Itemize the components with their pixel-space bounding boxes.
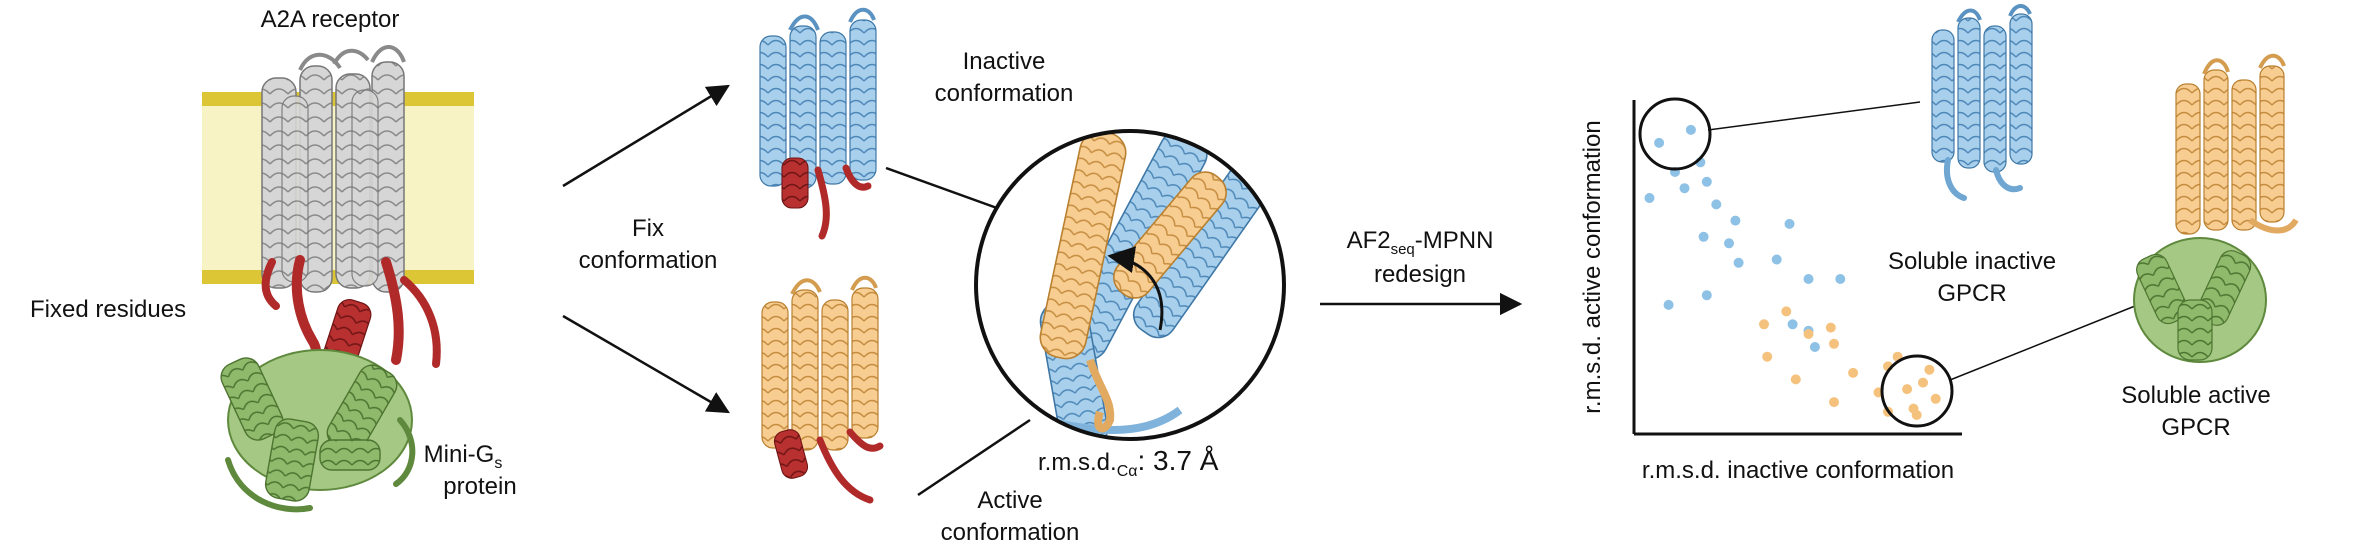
redesign-sub: seq [1391, 241, 1415, 258]
active-label-line2: conformation [941, 519, 1080, 546]
mini-gs-protein [220, 349, 416, 513]
active-point-15 [1918, 377, 1928, 388]
redesign-label-line1: AF2seq-MPNN [1347, 227, 1494, 258]
rmsd-value: : 3.7 Å [1138, 445, 1219, 476]
zoom-line-top [885, 166, 1009, 214]
highlight-circle-inactive [1638, 97, 1712, 171]
mini-gs-label-protein: protein [443, 473, 516, 500]
overlay-zoom [974, 129, 1286, 441]
active-point-13 [1924, 364, 1935, 375]
active-point-5 [1762, 351, 1773, 362]
soluble-active-structure [2133, 53, 2299, 363]
x-axis-label: r.m.s.d. inactive conformation [1642, 457, 1954, 484]
active-point-14 [1930, 393, 1941, 404]
zoom-line-bottom [917, 418, 1031, 497]
inactive-point-1 [1685, 124, 1696, 135]
rmsd-prefix: r.m.s.d. [1038, 449, 1117, 476]
inactive-point-13 [1771, 254, 1782, 265]
active-point-1 [1803, 329, 1814, 339]
arrow-to-inactive [562, 84, 730, 188]
soluble-inactive-structure [1931, 4, 2033, 201]
highlight-circle-active [1880, 354, 1954, 428]
receptor-helix-bundle [261, 45, 406, 293]
soluble-inactive-label-line2: GPCR [1937, 280, 2006, 307]
y-axis-label: r.m.s.d. active conformation [1579, 120, 1606, 413]
rmsd-annotation: r.m.s.d.Cα: 3.7 Å [1038, 445, 1219, 480]
mini-gs-label-main: Mini-G [424, 441, 495, 468]
inactive-point-11 [1724, 238, 1734, 249]
soluble-active-label-line1: Soluble active [2121, 382, 2270, 409]
mini-gs-label: Mini-Gs [424, 441, 503, 472]
redesign-step: AF2seq-MPNN redesign [1320, 227, 1523, 316]
inactive-point-9 [1784, 218, 1795, 229]
receptor-panel: A2A receptor Fixed residues Mini-Gs prot… [30, 6, 517, 513]
active-point-4 [1829, 338, 1839, 349]
callout-line-active [1949, 303, 2141, 381]
arrow-to-active [562, 314, 730, 414]
redesign-label-line2: redesign [1374, 261, 1466, 288]
inactive-point-17 [1663, 299, 1674, 310]
inactive-point-5 [1701, 176, 1712, 187]
inactive-point-8 [1730, 215, 1741, 226]
active-point-8 [1848, 367, 1859, 378]
soluble-active-label-line2: GPCR [2161, 414, 2230, 441]
soluble-inactive-label-line1: Soluble inactive [1888, 248, 2056, 275]
active-point-0 [1781, 306, 1792, 317]
active-point-18 [1911, 410, 1922, 420]
active-structure [761, 275, 884, 504]
inactive-label-line1: Inactive [963, 48, 1046, 75]
inactive-point-16 [1835, 274, 1846, 284]
active-point-10 [1829, 397, 1839, 408]
zoom-circle-outline [974, 129, 1286, 441]
redesign-af2: AF2 [1347, 227, 1391, 254]
inactive-point-20 [1809, 342, 1820, 352]
inactive-point-6 [1644, 193, 1655, 203]
inactive-point-18 [1787, 319, 1798, 330]
active-point-16 [1902, 384, 1913, 395]
inactive-label-line2: conformation [935, 80, 1074, 107]
inactive-point-12 [1733, 257, 1744, 268]
inactive-point-4 [1679, 183, 1690, 194]
rmsd-scatter-chart: r.m.s.d. inactive conformation r.m.s.d. … [1579, 97, 2141, 484]
inactive-point-7 [1711, 199, 1722, 210]
active-label-line1: Active [977, 487, 1042, 514]
active-point-2 [1825, 322, 1836, 333]
rmsd-subscript: Cα [1117, 463, 1138, 480]
inactive-structure [759, 7, 877, 240]
mini-gs-label-subscript: s [494, 455, 502, 472]
active-point-3 [1759, 319, 1769, 330]
fix-label-line2: conformation [579, 247, 718, 274]
fix-label-line1: Fix [632, 215, 664, 242]
redesign-mpnn: -MPNN [1415, 227, 1494, 254]
inactive-point-10 [1698, 231, 1709, 242]
inactive-point-0 [1654, 137, 1665, 148]
active-point-7 [1790, 374, 1801, 385]
receptor-title: A2A receptor [261, 6, 400, 33]
callout-line-inactive [1707, 101, 1921, 131]
inactive-point-15 [1803, 274, 1814, 284]
inactive-point-14 [1701, 290, 1712, 301]
fixed-residues-label: Fixed residues [30, 296, 186, 323]
fix-step: Fix conformation [562, 84, 730, 414]
